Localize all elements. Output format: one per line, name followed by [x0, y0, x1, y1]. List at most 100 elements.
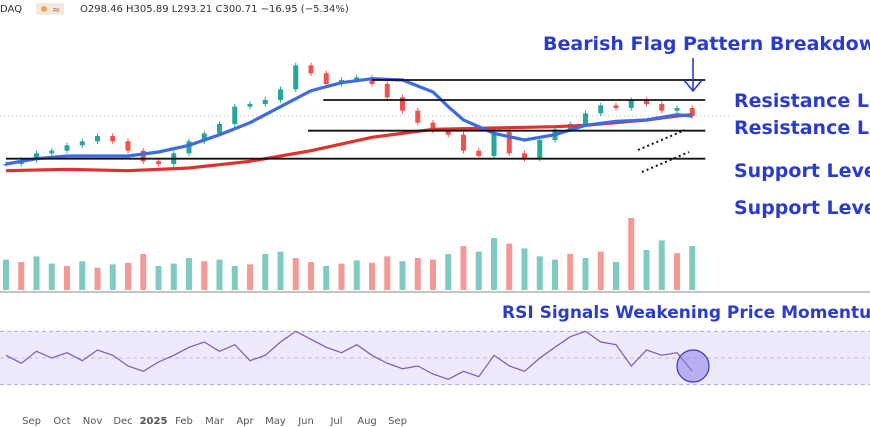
x-axis-label: 2025 [140, 416, 168, 427]
candle-body [613, 105, 619, 108]
volume-bar [567, 254, 574, 290]
x-axis-label: Jun [297, 416, 314, 427]
resistance-1-label: Resistance Leve [734, 90, 870, 112]
x-axis-label: Dec [113, 416, 132, 427]
volume-bar [521, 248, 528, 290]
volume-bar [384, 256, 391, 290]
volume-bar [491, 238, 497, 290]
price-candle [308, 62, 314, 76]
volume-bar [414, 258, 421, 290]
price-candle [95, 133, 100, 144]
price-candle [384, 81, 390, 100]
candle-body [95, 136, 100, 142]
price-candle [247, 101, 253, 110]
price-candle [613, 102, 619, 111]
volume-bar [48, 263, 55, 290]
indicator-toggle-icon[interactable]: ≈ [36, 3, 64, 16]
price-candles [3, 62, 695, 167]
candle-body [247, 104, 253, 107]
price-candle [140, 148, 146, 164]
rsi-highlight-circle [676, 349, 710, 383]
x-axis-label: May [265, 416, 286, 427]
candle-body [232, 106, 238, 124]
volume-bar [628, 218, 635, 290]
price-candle [156, 158, 161, 167]
price-candle [522, 150, 527, 162]
candle-body [644, 100, 649, 104]
candle-body [64, 145, 70, 151]
volume-bar [125, 262, 131, 290]
volume-bar [460, 246, 467, 290]
volume-bar [33, 256, 40, 290]
volume-bar [475, 251, 482, 290]
candle-body [491, 132, 497, 156]
price-candle [461, 132, 466, 154]
price-candle [110, 133, 116, 144]
price-candle [278, 86, 283, 103]
price-candle [598, 102, 604, 116]
volume-bar [658, 240, 665, 290]
candle-body [537, 140, 543, 159]
candle-body [674, 108, 680, 111]
rsi-label: RSI Signals Weakening Price Momentum [502, 303, 870, 323]
candle-body [156, 161, 161, 164]
volume-bar [323, 266, 330, 290]
candle-body [34, 153, 39, 160]
volume-bar [247, 264, 253, 290]
candle-body [659, 104, 665, 111]
price-candle [537, 137, 543, 162]
candle-body [598, 105, 604, 114]
volume-bar [79, 261, 86, 290]
candle-body [186, 141, 192, 154]
volume-bar [155, 266, 162, 290]
volume-bar [64, 266, 70, 290]
volume-bar [430, 259, 436, 290]
bearish-flag-label: Bearish Flag Pattern Breakdown [543, 33, 870, 55]
symbol-text: DAQ [0, 4, 22, 15]
x-axis-label: Nov [83, 416, 103, 427]
price-candle [64, 142, 70, 154]
candle-body [278, 89, 283, 100]
price-candle [323, 70, 329, 87]
ma-200-line [5, 113, 693, 173]
volume-bar [689, 246, 696, 290]
candle-body [430, 122, 436, 131]
volume-bar [506, 243, 513, 290]
support-resistance-levels [6, 79, 706, 160]
price-candle [262, 97, 268, 107]
price-candle [49, 148, 55, 156]
volume-bar [613, 262, 619, 290]
volume-bar [643, 250, 650, 290]
rsi-line [5, 330, 693, 380]
volume-bar [597, 251, 604, 290]
volume-bar [292, 258, 299, 290]
x-axis-label: Sep [388, 416, 407, 427]
candle-body [262, 100, 268, 104]
volume-bar [186, 258, 192, 290]
price-candle [125, 138, 131, 154]
volume-bar [582, 258, 589, 290]
x-axis-label: Sep [22, 416, 41, 427]
volume-bar [338, 263, 345, 290]
x-axis-label: Mar [205, 416, 225, 427]
resistance-2-label: Resistance Leve [734, 117, 870, 139]
candle-body [79, 141, 85, 146]
candle-body [125, 141, 131, 151]
volume-bar [308, 262, 314, 290]
price-candle [506, 129, 512, 156]
volume-bar [3, 259, 9, 290]
volume-bar [140, 254, 147, 290]
volume-bar [552, 259, 558, 290]
candle-body [689, 108, 695, 116]
candle-body [384, 84, 390, 98]
volume-bar [277, 251, 284, 290]
x-axis-label: Jul [329, 416, 342, 427]
volume-bar [231, 266, 238, 290]
ma-50-line [5, 77, 693, 166]
bearish-flag-pattern [637, 129, 690, 173]
volume-bar [94, 267, 101, 290]
candle-body [583, 113, 588, 124]
volume-bar [109, 264, 116, 290]
volume-panel [3, 218, 696, 290]
